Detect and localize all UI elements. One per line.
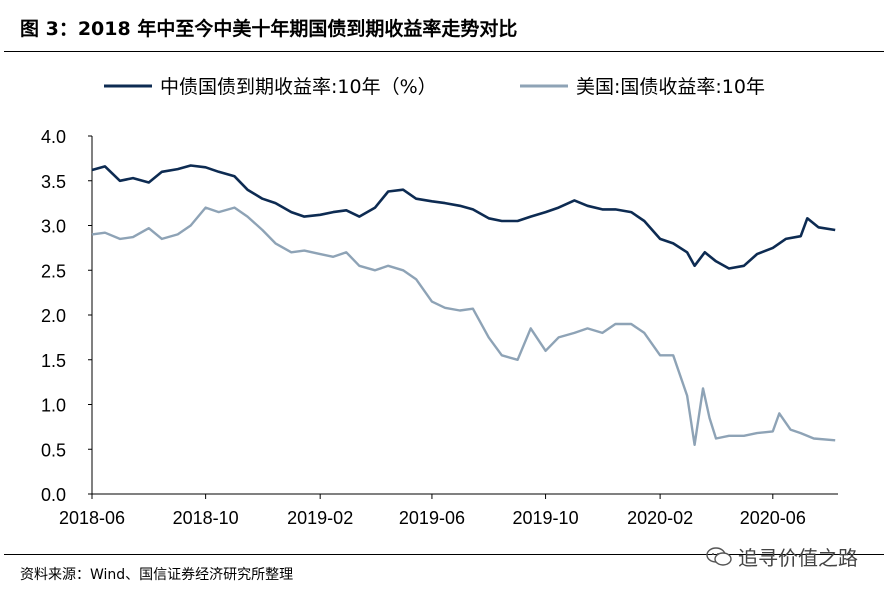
series-line-1 (91, 164, 836, 270)
x-tick-label: 2018-10 (173, 508, 239, 528)
watermark: 追寻价值之路 (706, 542, 858, 571)
legend-label-1: 中债国债到期收益率:10年（%） (160, 76, 437, 98)
x-tick-label: 2019-10 (513, 508, 579, 528)
x-tick-label: 2019-06 (399, 508, 465, 528)
top-rule (4, 51, 884, 52)
figure-title: 图 3：2018 年中至今中美十年期国债到期收益率走势对比 (20, 18, 518, 40)
x-tick-label: 2018-06 (59, 508, 125, 528)
yield-line-chart: 0.0 0.5 1.0 1.5 2.0 2.5 3.0 3.5 4.0 2018-06 2018-1… (41, 76, 838, 528)
x-tick-label: 2020-02 (627, 508, 693, 528)
y-tick-label: 0.0 (41, 485, 66, 505)
y-tick-label: 3.0 (41, 217, 66, 237)
source-note: 资料来源：Wind、国信证券经济研究所整理 (20, 567, 294, 583)
y-tick-label: 1.5 (41, 351, 66, 371)
y-tick-label: 0.5 (41, 440, 66, 460)
y-tick-label: 4.0 (41, 127, 66, 147)
wechat-icon (706, 546, 732, 566)
bottom-rule (4, 554, 884, 555)
y-tick-label: 2.0 (41, 306, 66, 326)
y-tick-label: 1.0 (41, 396, 66, 416)
y-tick-label: 2.5 (41, 261, 66, 281)
watermark-text: 追寻价值之路 (738, 546, 858, 570)
series-line-2 (91, 206, 836, 446)
y-tick-label: 3.5 (41, 172, 66, 192)
x-tick-label: 2019-02 (287, 508, 353, 528)
legend-label-2: 美国:国债收益率:10年 (576, 76, 765, 98)
x-tick-label: 2020-06 (740, 508, 806, 528)
